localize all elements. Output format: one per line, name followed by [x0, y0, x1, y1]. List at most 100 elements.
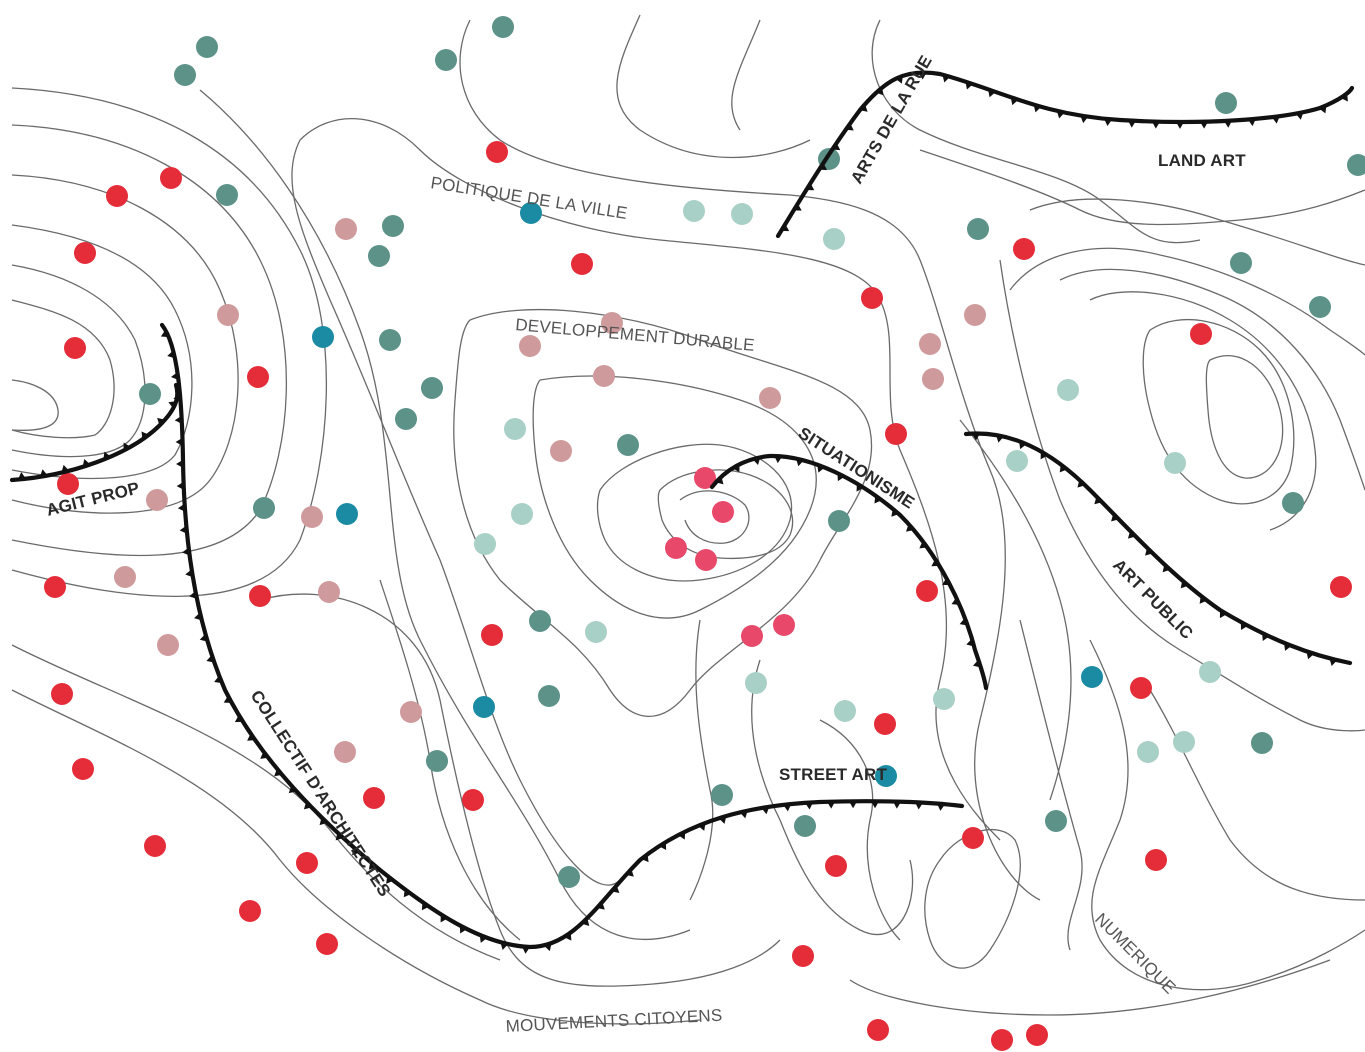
- dot-red: [486, 141, 508, 163]
- front-tooth: [194, 612, 202, 621]
- dot-pink: [773, 614, 795, 636]
- dot-teal-dark: [828, 510, 850, 532]
- front-tooth: [1080, 115, 1089, 124]
- front-collectif-architectes: [159, 322, 965, 950]
- front-tooth: [971, 433, 980, 441]
- front-tooth: [274, 768, 283, 777]
- front-tooth: [1180, 580, 1189, 589]
- front-tooth: [1318, 105, 1327, 114]
- front-tooth: [1151, 121, 1160, 129]
- dot-pink: [665, 537, 687, 559]
- dot-rose: [334, 741, 356, 763]
- dot-red: [72, 758, 94, 780]
- front-tooth: [173, 393, 181, 402]
- dot-red: [247, 366, 269, 388]
- front-tooth: [1059, 464, 1068, 473]
- dot-teal-light: [1057, 379, 1079, 401]
- dot-teal-dark: [379, 329, 401, 351]
- dot-rose: [318, 581, 340, 603]
- front-tooth: [160, 329, 169, 338]
- dot-red: [144, 835, 166, 857]
- front-tooth: [752, 457, 761, 465]
- front-tooth: [611, 885, 620, 893]
- dot-teal-dark: [421, 377, 443, 399]
- front-tooth: [141, 431, 149, 440]
- dot-teal-light: [474, 533, 496, 555]
- dot-teal-light: [1137, 741, 1159, 763]
- dot-red: [106, 185, 128, 207]
- front-tooth: [936, 803, 945, 811]
- front-tooth: [805, 802, 814, 810]
- front-tooth: [175, 437, 183, 446]
- front-tooth: [17, 472, 26, 480]
- front-tooth: [1127, 530, 1136, 539]
- front-tooth: [891, 508, 899, 517]
- front-tooth: [319, 817, 328, 826]
- front-tooth: [715, 476, 724, 485]
- front-tooth: [732, 464, 740, 473]
- dot-red: [1026, 1024, 1048, 1046]
- dot-teal-dark: [368, 245, 390, 267]
- front-tooth: [1240, 621, 1248, 631]
- dot-red: [571, 253, 593, 275]
- dot-pink: [712, 501, 734, 523]
- dot-teal-light: [585, 621, 607, 643]
- front-tooth: [1111, 513, 1119, 522]
- front-tooth: [223, 695, 232, 703]
- front-tooth: [288, 785, 297, 794]
- dot-rose: [519, 335, 541, 357]
- dot-teal-dark: [435, 49, 457, 71]
- front-tooth: [625, 868, 634, 877]
- front-tooth: [659, 841, 667, 851]
- dot-teal-dark: [967, 218, 989, 240]
- dot-teal-light: [511, 503, 533, 525]
- front-tooth: [440, 914, 448, 923]
- dot-red: [296, 852, 318, 874]
- dot-rose: [593, 365, 615, 387]
- front-tooth: [1128, 120, 1137, 128]
- front-tooth: [182, 547, 190, 556]
- front-tooth: [739, 810, 748, 819]
- front-tooth: [718, 815, 727, 824]
- front-tooth: [1040, 451, 1048, 460]
- dot-teal-dark: [558, 866, 580, 888]
- label-mouvements-citoyens: MOUVEMENTS CITOYENS: [505, 1006, 723, 1036]
- front-tooth: [421, 902, 430, 911]
- front-tooth: [972, 659, 981, 668]
- front-tooth: [895, 75, 903, 84]
- dot-red: [1330, 576, 1352, 598]
- dot-red: [160, 167, 182, 189]
- dot-teal-dark: [529, 610, 551, 632]
- front-tooth: [876, 87, 884, 96]
- front-tooth: [1306, 651, 1315, 660]
- front-tooth: [1271, 116, 1280, 124]
- dot-blue: [520, 202, 542, 224]
- front-tooth: [1056, 110, 1065, 119]
- label-street-art: STREET ART: [779, 765, 888, 784]
- dot-teal-dark: [492, 16, 514, 38]
- contour-lines: [11, 14, 1365, 1025]
- dot-red: [462, 789, 484, 811]
- front-tooth: [234, 714, 243, 723]
- dot-rose: [301, 506, 323, 528]
- dot-teal-dark: [538, 685, 560, 707]
- dot-pink: [694, 467, 716, 489]
- front-tooth: [185, 569, 193, 578]
- dot-red: [1145, 849, 1167, 871]
- front-tooth: [170, 372, 179, 380]
- front-tooth: [837, 473, 845, 482]
- front-tooth: [827, 801, 836, 809]
- dot-pink: [741, 625, 763, 647]
- front-tooth: [856, 483, 864, 492]
- dots: [44, 16, 1365, 1051]
- dot-red: [1013, 238, 1035, 260]
- dot-teal-dark: [426, 750, 448, 772]
- dot-blue: [1081, 666, 1103, 688]
- front-tooth: [1340, 93, 1348, 102]
- front-tooth: [564, 932, 572, 941]
- dot-teal-dark: [1309, 296, 1331, 318]
- front-tooth: [303, 801, 312, 810]
- dot-teal-dark: [216, 184, 238, 206]
- dot-red: [792, 945, 814, 967]
